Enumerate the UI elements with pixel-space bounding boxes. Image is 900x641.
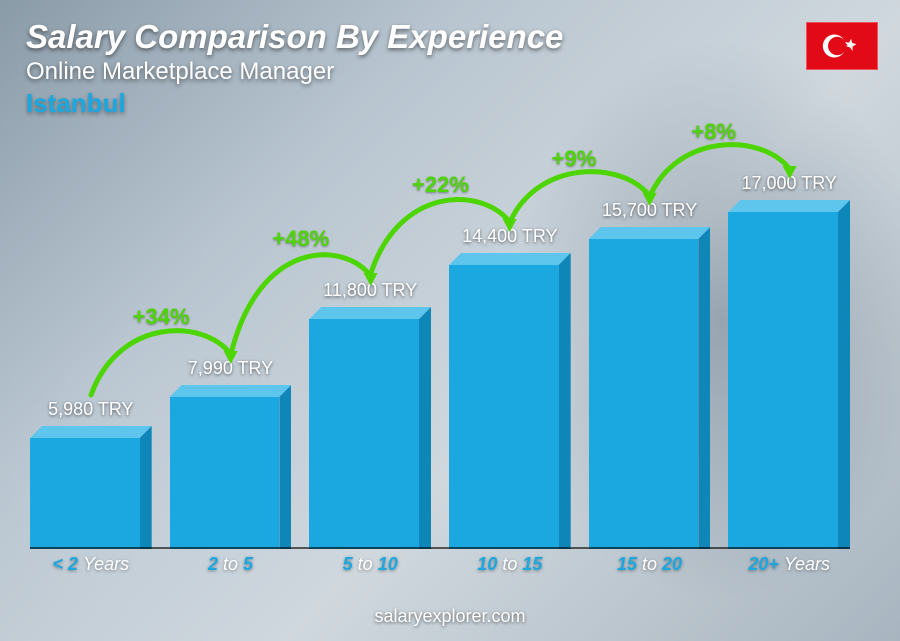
bar-wrap: 17,000 TRY — [728, 140, 850, 549]
bar-wrap: 14,400 TRY — [449, 140, 571, 549]
turkey-flag-icon — [806, 22, 878, 70]
bar-value-label: 15,700 TRY — [602, 200, 697, 221]
bars-container: 5,980 TRY 7,990 TRY 11,800 TRY 14,400 TRY 15… — [30, 140, 850, 549]
bar-value-label: 11,800 TRY — [323, 280, 417, 301]
bar-chart: 5,980 TRY 7,990 TRY 11,800 TRY 14,400 TRY 15… — [30, 140, 850, 575]
x-label: 2 to 5 — [170, 554, 292, 575]
pct-increase-label: +9% — [552, 146, 597, 172]
pct-increase-label: +34% — [133, 304, 190, 330]
bar-value-label: 17,000 TRY — [741, 173, 836, 194]
bar — [30, 426, 152, 549]
x-axis-line — [30, 547, 850, 549]
bar-wrap: 5,980 TRY — [30, 140, 152, 549]
chart-subtitle: Online Marketplace Manager — [26, 58, 874, 86]
bar-wrap: 15,700 TRY — [589, 140, 711, 549]
header: Salary Comparison By Experience Online M… — [26, 18, 874, 119]
bar — [170, 385, 292, 549]
footer-credit: salaryexplorer.com — [0, 606, 900, 627]
x-label: 20+ Years — [728, 554, 850, 575]
bar-value-label: 5,980 TRY — [48, 399, 133, 420]
chart-title: Salary Comparison By Experience — [26, 18, 874, 56]
pct-increase-label: +48% — [272, 226, 329, 252]
x-label: < 2 Years — [30, 554, 152, 575]
x-axis: < 2 Years 2 to 5 5 to 10 10 to 15 15 to 20 20… — [30, 554, 850, 575]
bar — [589, 227, 711, 549]
bar — [309, 307, 431, 549]
pct-increase-label: +8% — [691, 119, 736, 145]
chart-location: Istanbul — [26, 88, 874, 119]
bar-value-label: 7,990 TRY — [188, 358, 273, 379]
bar-wrap: 11,800 TRY — [309, 140, 431, 549]
x-label: 5 to 10 — [309, 554, 431, 575]
bar-value-label: 14,400 TRY — [462, 226, 557, 247]
x-label: 10 to 15 — [449, 554, 571, 575]
x-label: 15 to 20 — [589, 554, 711, 575]
bar — [728, 200, 850, 549]
bar — [449, 253, 571, 549]
bar-wrap: 7,990 TRY — [170, 140, 292, 549]
pct-increase-label: +22% — [412, 172, 469, 198]
